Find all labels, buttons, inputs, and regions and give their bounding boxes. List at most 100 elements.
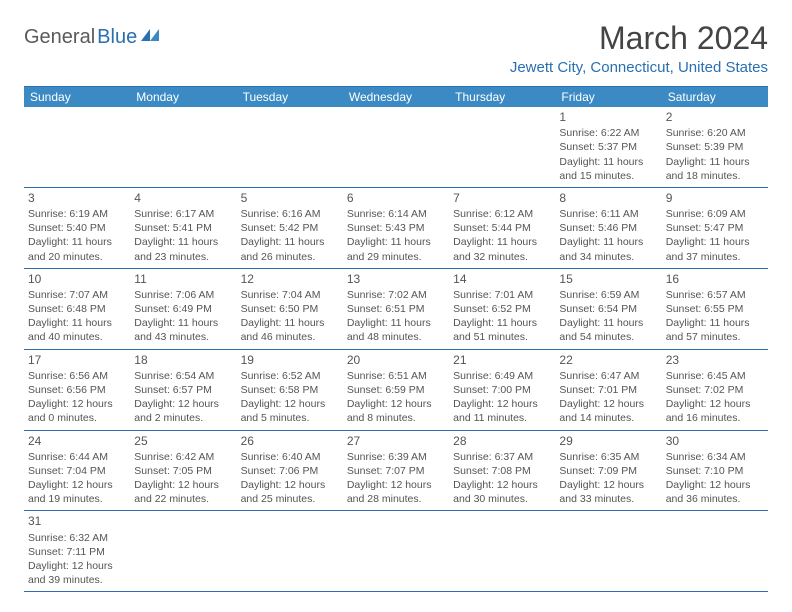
day-cell: 15Sunrise: 6:59 AMSunset: 6:54 PMDayligh…: [555, 269, 661, 349]
day-cell: 29Sunrise: 6:35 AMSunset: 7:09 PMDayligh…: [555, 431, 661, 511]
empty-cell: [130, 107, 236, 187]
daylight-text: Daylight: 11 hours and 18 minutes.: [666, 155, 764, 183]
weekday-header-row: SundayMondayTuesdayWednesdayThursdayFrid…: [24, 87, 768, 107]
day-cell: 7Sunrise: 6:12 AMSunset: 5:44 PMDaylight…: [449, 188, 555, 268]
sunrise-text: Sunrise: 7:06 AM: [134, 288, 232, 302]
day-number: 11: [134, 271, 232, 287]
day-number: 14: [453, 271, 551, 287]
week-row: 3Sunrise: 6:19 AMSunset: 5:40 PMDaylight…: [24, 188, 768, 269]
day-number: 6: [347, 190, 445, 206]
daylight-text: Daylight: 12 hours and 14 minutes.: [559, 397, 657, 425]
sunrise-text: Sunrise: 6:45 AM: [666, 369, 764, 383]
sunset-text: Sunset: 7:05 PM: [134, 464, 232, 478]
sunset-text: Sunset: 6:55 PM: [666, 302, 764, 316]
weeks-container: 1Sunrise: 6:22 AMSunset: 5:37 PM Daylight…: [24, 107, 768, 592]
day-cell: 27Sunrise: 6:39 AMSunset: 7:07 PMDayligh…: [343, 431, 449, 511]
logo-text-general: General: [24, 26, 95, 49]
day-cell: 10Sunrise: 7:07 AMSunset: 6:48 PMDayligh…: [24, 269, 130, 349]
daylight-text: Daylight: 11 hours and 23 minutes.: [134, 235, 232, 263]
sunrise-text: Sunrise: 6:49 AM: [453, 369, 551, 383]
daylight-text: Daylight: 12 hours and 30 minutes.: [453, 478, 551, 506]
sunset-text: Sunset: 7:09 PM: [559, 464, 657, 478]
daylight-text: Daylight: 11 hours and 46 minutes.: [241, 316, 339, 344]
sunset-text: Sunset: 6:52 PM: [453, 302, 551, 316]
day-cell: 17Sunrise: 6:56 AMSunset: 6:56 PMDayligh…: [24, 350, 130, 430]
day-number: 15: [559, 271, 657, 287]
daylight-text: Daylight: 12 hours and 36 minutes.: [666, 478, 764, 506]
day-number: 5: [241, 190, 339, 206]
day-cell: 25Sunrise: 6:42 AMSunset: 7:05 PMDayligh…: [130, 431, 236, 511]
sunrise-text: Sunrise: 6:32 AM: [28, 531, 126, 545]
sunrise-text: Sunrise: 6:09 AM: [666, 207, 764, 221]
day-cell: 31Sunrise: 6:32 AMSunset: 7:11 PMDayligh…: [24, 511, 130, 591]
sunset-text: Sunset: 6:48 PM: [28, 302, 126, 316]
sunset-text: Sunset: 5:39 PM: [666, 140, 764, 154]
sunset-text: Sunset: 5:43 PM: [347, 221, 445, 235]
empty-cell: [449, 511, 555, 591]
sunset-text: Sunset: 7:07 PM: [347, 464, 445, 478]
location-text: Jewett City, Connecticut, United States: [510, 59, 768, 76]
empty-cell: [237, 511, 343, 591]
day-number: 2: [666, 109, 764, 125]
day-number: 18: [134, 352, 232, 368]
day-cell: 16Sunrise: 6:57 AMSunset: 6:55 PMDayligh…: [662, 269, 768, 349]
day-cell: 30Sunrise: 6:34 AMSunset: 7:10 PMDayligh…: [662, 431, 768, 511]
sunrise-text: Sunrise: 6:22 AM: [559, 126, 657, 140]
day-number: 24: [28, 433, 126, 449]
sunrise-text: Sunrise: 7:04 AM: [241, 288, 339, 302]
day-cell: 3Sunrise: 6:19 AMSunset: 5:40 PMDaylight…: [24, 188, 130, 268]
logo-flag-icon: [141, 27, 161, 48]
calendar: SundayMondayTuesdayWednesdayThursdayFrid…: [24, 86, 768, 592]
day-number: 21: [453, 352, 551, 368]
day-number: 23: [666, 352, 764, 368]
sunset-text: Sunset: 5:46 PM: [559, 221, 657, 235]
sunset-text: Sunset: 6:51 PM: [347, 302, 445, 316]
sunrise-text: Sunrise: 6:39 AM: [347, 450, 445, 464]
sunrise-text: Sunrise: 6:35 AM: [559, 450, 657, 464]
sunrise-text: Sunrise: 6:37 AM: [453, 450, 551, 464]
sunset-text: Sunset: 5:42 PM: [241, 221, 339, 235]
weekday-header: Wednesday: [343, 87, 449, 107]
sunset-text: Sunset: 7:00 PM: [453, 383, 551, 397]
day-cell: 28Sunrise: 6:37 AMSunset: 7:08 PMDayligh…: [449, 431, 555, 511]
sunrise-text: Sunrise: 7:07 AM: [28, 288, 126, 302]
day-number: 30: [666, 433, 764, 449]
logo-text-blue: Blue: [97, 26, 137, 49]
sunset-text: Sunset: 5:47 PM: [666, 221, 764, 235]
day-number: 4: [134, 190, 232, 206]
header: General Blue March 2024 Jewett City, Con…: [24, 20, 768, 76]
weekday-header: Friday: [555, 87, 661, 107]
sunset-text: Sunset: 6:56 PM: [28, 383, 126, 397]
sunrise-text: Sunrise: 6:34 AM: [666, 450, 764, 464]
daylight-text: Daylight: 11 hours and 48 minutes.: [347, 316, 445, 344]
sunrise-text: Sunrise: 6:19 AM: [28, 207, 126, 221]
daylight-text: Daylight: 11 hours and 57 minutes.: [666, 316, 764, 344]
weekday-header: Thursday: [449, 87, 555, 107]
sunrise-text: Sunrise: 7:02 AM: [347, 288, 445, 302]
daylight-text: Daylight: 12 hours and 25 minutes.: [241, 478, 339, 506]
month-title: March 2024: [510, 20, 768, 57]
daylight-text: Daylight: 11 hours and 43 minutes.: [134, 316, 232, 344]
daylight-text: Daylight: 12 hours and 2 minutes.: [134, 397, 232, 425]
day-cell: 12Sunrise: 7:04 AMSunset: 6:50 PMDayligh…: [237, 269, 343, 349]
day-number: 31: [28, 513, 126, 529]
day-cell: 24Sunrise: 6:44 AMSunset: 7:04 PMDayligh…: [24, 431, 130, 511]
day-number: 26: [241, 433, 339, 449]
daylight-text: Daylight: 12 hours and 33 minutes.: [559, 478, 657, 506]
daylight-text: Daylight: 12 hours and 11 minutes.: [453, 397, 551, 425]
weekday-header: Monday: [130, 87, 236, 107]
sunset-text: Sunset: 5:37 PM: [559, 140, 657, 154]
day-number: 3: [28, 190, 126, 206]
sunrise-text: Sunrise: 6:12 AM: [453, 207, 551, 221]
sunset-text: Sunset: 7:02 PM: [666, 383, 764, 397]
day-cell: 14Sunrise: 7:01 AMSunset: 6:52 PMDayligh…: [449, 269, 555, 349]
daylight-text: Daylight: 11 hours and 29 minutes.: [347, 235, 445, 263]
day-number: 1: [559, 109, 657, 125]
sunrise-text: Sunrise: 6:11 AM: [559, 207, 657, 221]
day-number: 9: [666, 190, 764, 206]
sunset-text: Sunset: 7:06 PM: [241, 464, 339, 478]
empty-cell: [237, 107, 343, 187]
day-cell: 4Sunrise: 6:17 AMSunset: 5:41 PMDaylight…: [130, 188, 236, 268]
sunrise-text: Sunrise: 6:51 AM: [347, 369, 445, 383]
sunrise-text: Sunrise: 7:01 AM: [453, 288, 551, 302]
